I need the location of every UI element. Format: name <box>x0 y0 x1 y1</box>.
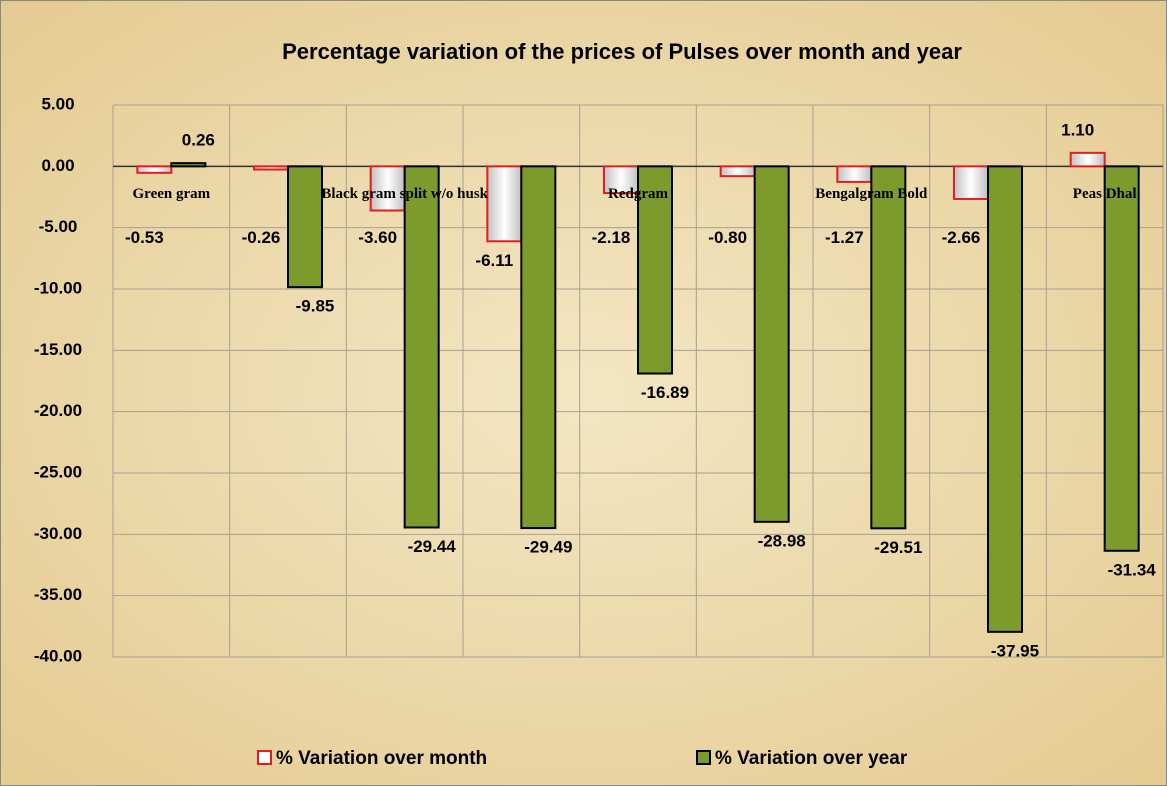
legend-swatch <box>258 751 271 764</box>
value-label: -1.27 <box>825 228 864 247</box>
y-tick-label: 5.00 <box>41 94 74 113</box>
category-label: Redgram <box>608 186 668 202</box>
value-label: -37.95 <box>991 641 1039 660</box>
bar <box>988 166 1022 632</box>
category-label: Peas Dhal <box>1073 186 1137 202</box>
y-tick-label: -15.00 <box>34 340 82 359</box>
bar <box>721 166 755 176</box>
bar <box>1105 166 1139 550</box>
bar <box>487 166 521 241</box>
bar <box>171 163 205 166</box>
value-label: -2.18 <box>592 228 631 247</box>
category-label: Bengalgram Bold <box>815 186 928 202</box>
bar <box>755 166 789 521</box>
legend-label: % Variation over month <box>276 748 487 769</box>
chart: Percentage variation of the prices of Pu… <box>0 0 1167 786</box>
y-tick-label: 0.00 <box>41 156 74 175</box>
bar <box>1071 153 1105 166</box>
bar <box>954 166 988 199</box>
chart-title: Percentage variation of the prices of Pu… <box>282 39 962 64</box>
value-label: -31.34 <box>1108 560 1157 579</box>
y-tick-label: -40.00 <box>34 646 82 665</box>
legend-swatch <box>697 751 710 764</box>
value-label: -0.80 <box>708 228 747 247</box>
bar <box>871 166 905 528</box>
bar <box>137 166 171 173</box>
y-tick-label: -5.00 <box>39 217 78 236</box>
value-label: -29.44 <box>408 537 457 556</box>
y-tick-label: -25.00 <box>34 462 82 481</box>
y-tick-label: -30.00 <box>34 524 82 543</box>
y-tick-label: -35.00 <box>34 585 82 604</box>
value-label: -28.98 <box>758 531 806 550</box>
bar <box>254 166 288 169</box>
y-tick-label: -10.00 <box>34 278 82 297</box>
category-label: Green gram <box>133 186 211 202</box>
value-label: -3.60 <box>358 228 397 247</box>
legend-label: % Variation over year <box>715 748 908 769</box>
value-label: 0.26 <box>182 131 215 150</box>
bar <box>837 166 871 182</box>
y-tick-label: -20.00 <box>34 401 82 420</box>
category-label: Black gram split w/o husk <box>321 186 488 202</box>
value-label: -29.49 <box>524 538 572 557</box>
value-label: -0.26 <box>242 228 281 247</box>
bar <box>288 166 322 287</box>
value-label: -0.53 <box>125 228 164 247</box>
bar <box>521 166 555 528</box>
value-label: -9.85 <box>296 297 335 316</box>
value-label: -16.89 <box>641 383 689 402</box>
value-label: -6.11 <box>475 251 513 270</box>
value-label: 1.10 <box>1061 120 1094 139</box>
value-label: -29.51 <box>874 538 922 557</box>
bar <box>405 166 439 527</box>
value-label: -2.66 <box>942 228 981 247</box>
